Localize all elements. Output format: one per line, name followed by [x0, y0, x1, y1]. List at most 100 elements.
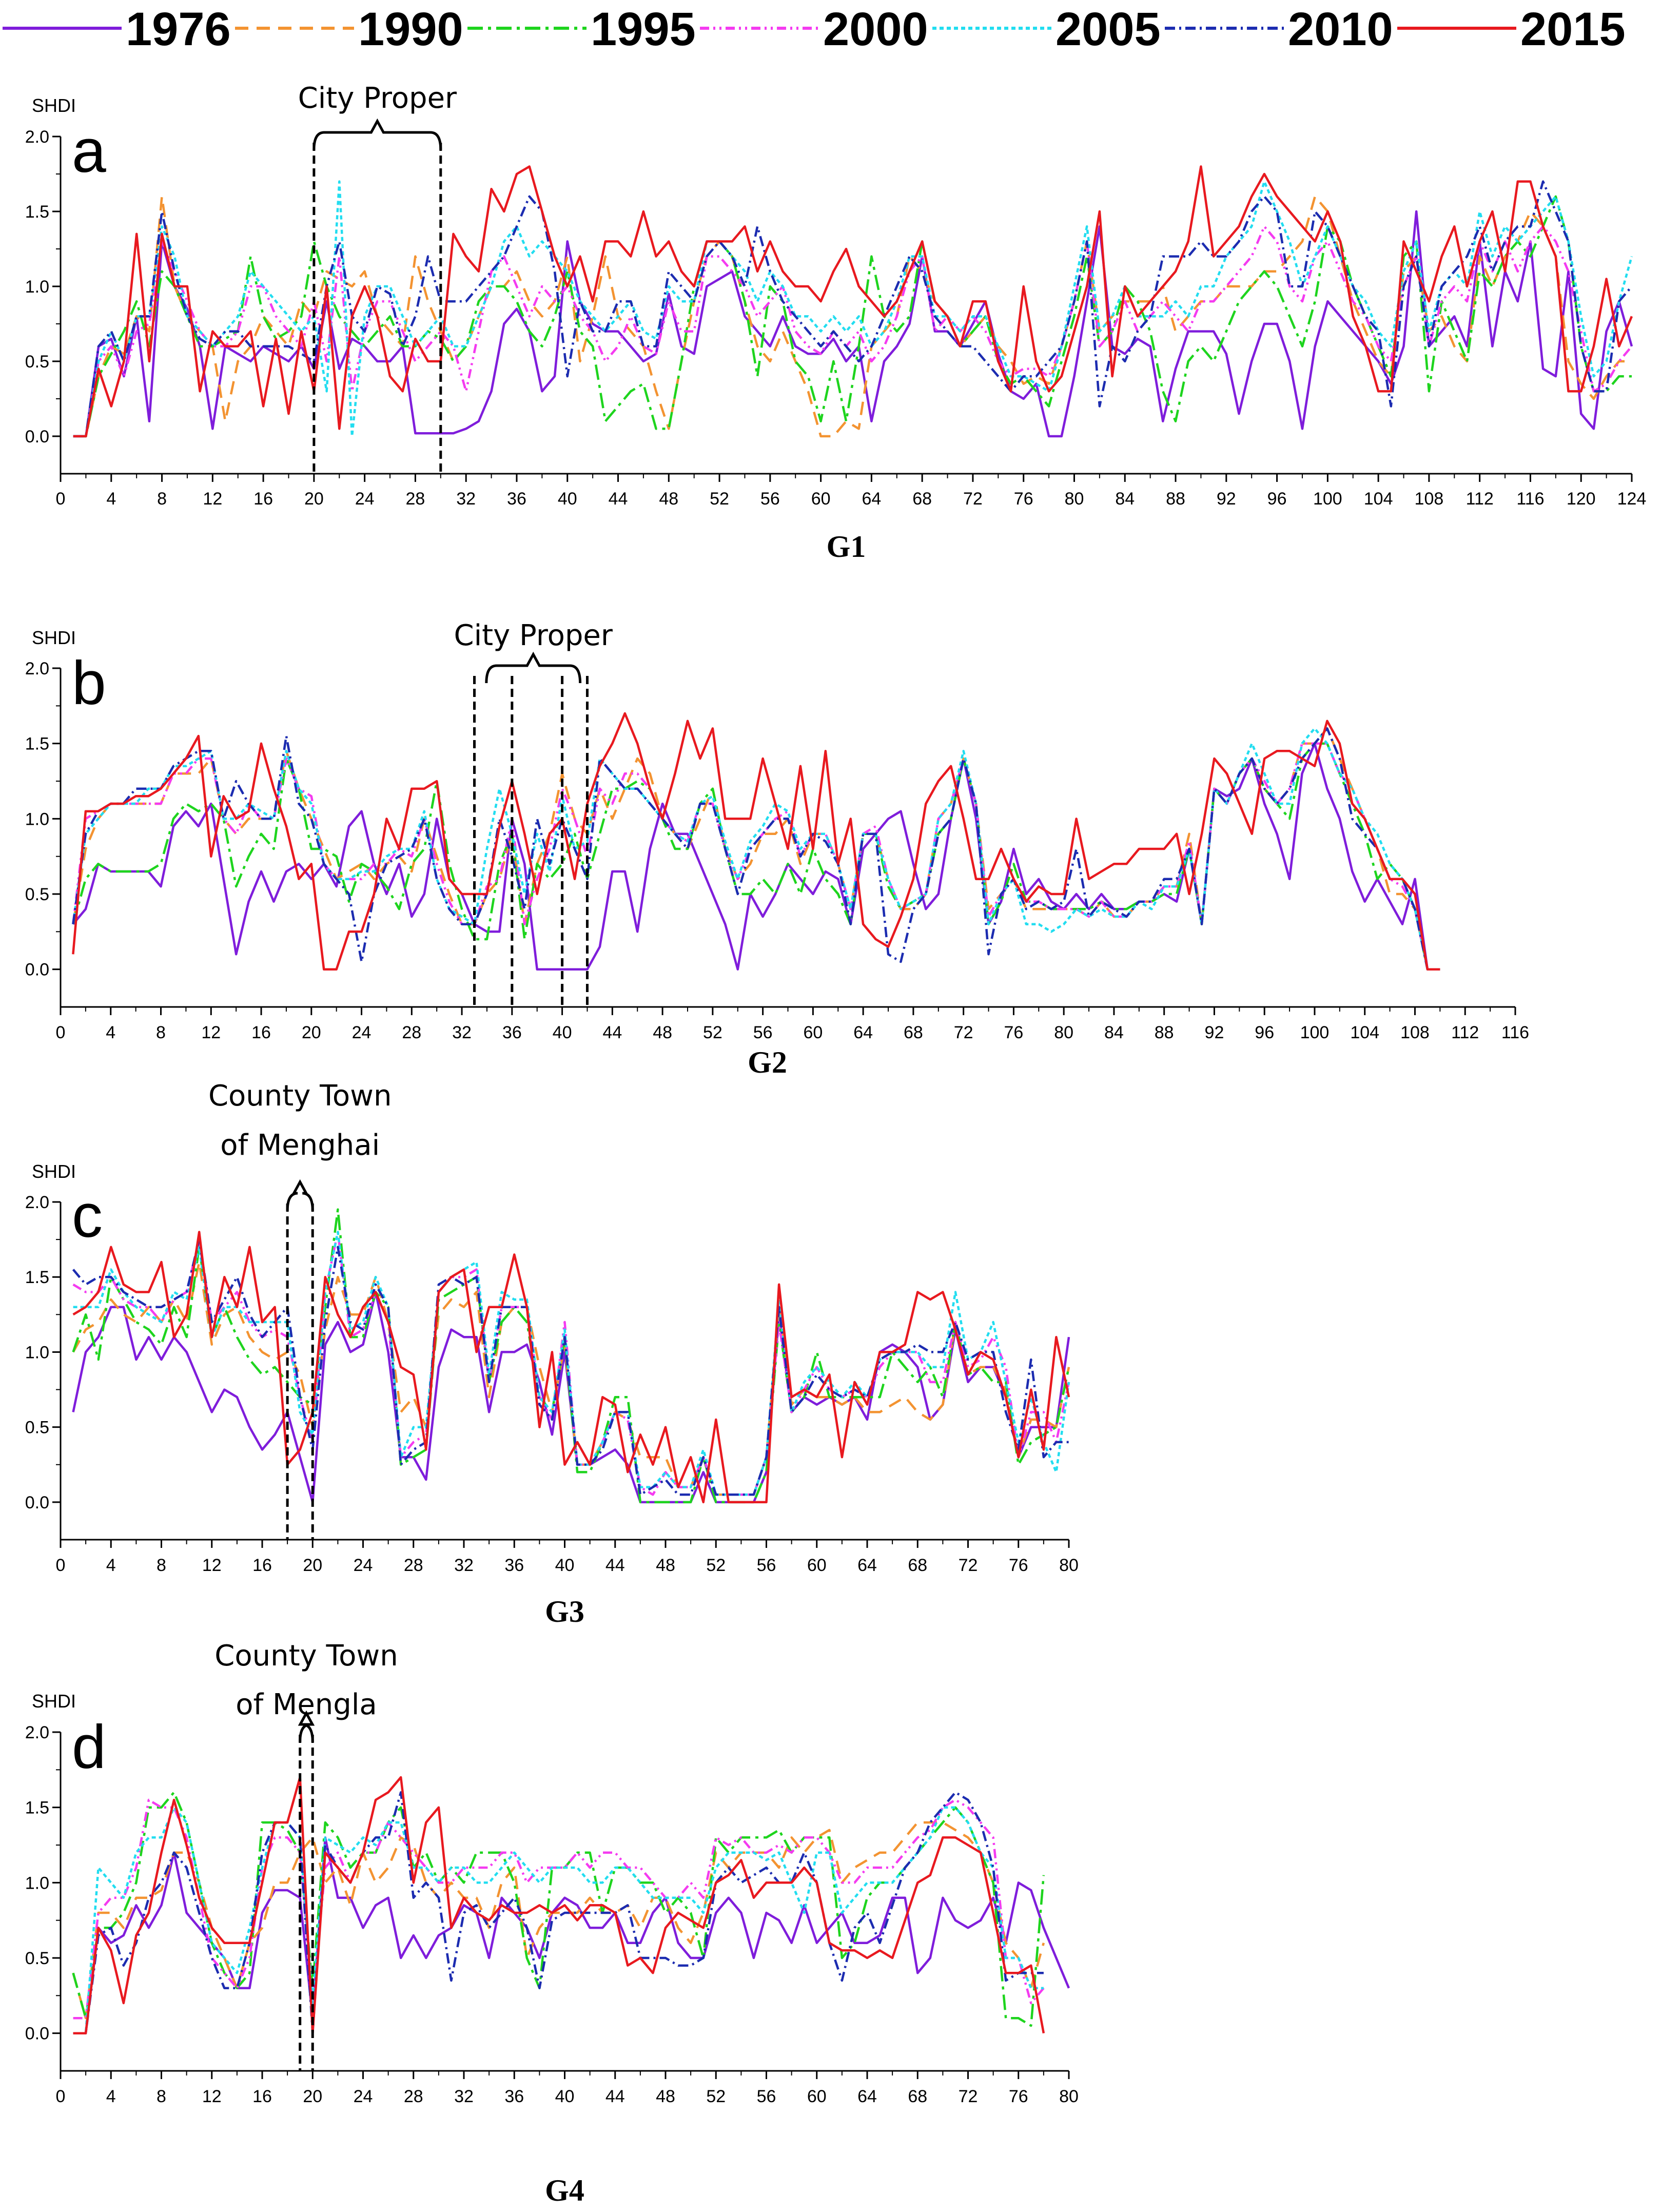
- x-tick-label: 32: [456, 489, 476, 509]
- legend: 1976 1990 1995 2000 2005 2010 2015: [3, 3, 1626, 55]
- x-tick-label: 48: [656, 2087, 675, 2106]
- panel-b: 0 4 8 12 16 20 24 28 32 36 40 44 48 52 56 60 64 68 72 76 80 8…: [25, 619, 1529, 1079]
- x-tick-label: 24: [354, 1556, 373, 1575]
- series-line-2005: [73, 180, 1633, 438]
- y-axis-label: SHDI: [32, 627, 76, 648]
- x-tick-label: 108: [1415, 489, 1444, 509]
- x-tick-label: 72: [954, 1023, 973, 1042]
- region-marker: City Proper: [298, 82, 457, 474]
- x-tick-label: 64: [853, 1023, 873, 1042]
- x-tick-label: 20: [304, 489, 324, 509]
- x-tick-label: 0: [56, 1556, 66, 1575]
- y-tick-label: 0.0: [25, 427, 49, 447]
- x-tick-label: 52: [706, 2087, 726, 2106]
- y-tick-label: 2.0: [25, 1723, 49, 1742]
- y-tick-label: 0.5: [25, 1418, 49, 1438]
- panel-title: G1: [827, 530, 866, 564]
- x-tick-label: 0: [56, 2087, 66, 2106]
- x-tick-label: 60: [807, 1556, 827, 1575]
- panel-letter: b: [72, 649, 106, 717]
- panel-d: 0 4 8 12 16 20 24 28 32 36 40 44 48 52 56 60 64 68 72 76 800…: [25, 1639, 1079, 2207]
- series-line-1995: [72, 1791, 1045, 2027]
- x-tick-label: 8: [156, 1023, 166, 1042]
- x-tick-label: 16: [251, 1023, 271, 1042]
- series-line-2010: [73, 180, 1633, 438]
- y-tick-label: 0.0: [25, 2024, 49, 2044]
- y-tick-label: 2.0: [25, 1193, 49, 1212]
- region-label: of Mengla: [236, 1688, 377, 1721]
- legend-label-1990: 1990: [358, 3, 463, 55]
- y-tick-label: 1.0: [25, 277, 49, 297]
- x-tick-label: 68: [912, 489, 932, 509]
- x-tick-label: 52: [703, 1023, 722, 1042]
- series-line-2000: [73, 1798, 1045, 2020]
- series-line-1976: [73, 1836, 1070, 2034]
- x-tick-label: 60: [803, 1023, 823, 1042]
- x-tick-label: 40: [555, 2087, 575, 2106]
- x-tick-label: 64: [857, 2087, 877, 2106]
- legend-item-2010: 2010: [1165, 3, 1393, 55]
- x-tick-label: 100: [1313, 489, 1342, 509]
- y-tick-label: 2.0: [25, 127, 49, 147]
- x-tick-label: 56: [753, 1023, 773, 1042]
- x-tick-label: 40: [558, 489, 577, 509]
- series-line-2005: [72, 727, 1440, 971]
- y-tick-label: 0.5: [25, 1949, 49, 1968]
- series-line-2015: [72, 1231, 1070, 1504]
- legend-label-2000: 2000: [823, 3, 928, 55]
- x-tick-label: 48: [659, 489, 678, 509]
- series-line-1995: [72, 742, 1440, 971]
- x-tick-label: 28: [406, 489, 425, 509]
- x-tick-label: 48: [653, 1023, 672, 1042]
- x-tick-label: 80: [1054, 1023, 1073, 1042]
- x-tick-label: 64: [857, 1556, 877, 1575]
- panel-letter: c: [72, 1181, 103, 1250]
- y-tick-label: 0.5: [25, 885, 49, 904]
- x-tick-label: 32: [454, 2087, 474, 2106]
- x-tick-label: 20: [302, 1023, 321, 1042]
- x-tick-label: 52: [706, 1556, 726, 1575]
- panel-letter: a: [72, 117, 106, 185]
- x-tick-label: 112: [1466, 489, 1494, 509]
- x-tick-label: 116: [1501, 1023, 1529, 1042]
- x-tick-label: 104: [1350, 1023, 1379, 1042]
- region-label: County Town: [208, 1079, 392, 1113]
- region-bracket: [286, 1179, 314, 1211]
- x-tick-label: 28: [404, 1556, 423, 1575]
- x-tick-label: 80: [1065, 489, 1084, 509]
- legend-label-2010: 2010: [1288, 3, 1393, 55]
- x-tick-label: 124: [1617, 489, 1647, 509]
- panel-title: G3: [545, 1595, 584, 1628]
- x-tick-label: 60: [807, 2087, 827, 2106]
- legend-item-1990: 1990: [235, 3, 463, 55]
- x-tick-label: 84: [1104, 1023, 1124, 1042]
- x-tick-label: 88: [1155, 1023, 1174, 1042]
- region-marker: City Proper: [454, 619, 613, 1007]
- legend-label-1976: 1976: [126, 3, 231, 55]
- y-tick-label: 1.0: [25, 1343, 49, 1362]
- x-tick-label: 24: [355, 489, 375, 509]
- panel-c: 0 4 8 12 16 20 24 28 32 36 40 44 48 52 56 60 64 68 72 76 800…: [25, 1079, 1079, 1628]
- x-tick-label: 72: [959, 2087, 978, 2106]
- x-tick-label: 108: [1400, 1023, 1430, 1042]
- region-label: City Proper: [298, 82, 457, 115]
- y-tick-label: 1.5: [25, 1798, 49, 1818]
- x-tick-label: 16: [253, 489, 273, 509]
- x-tick-label: 76: [1014, 489, 1033, 509]
- region-label: City Proper: [454, 619, 613, 652]
- legend-item-1995: 1995: [467, 3, 696, 55]
- x-tick-label: 4: [106, 1023, 115, 1042]
- x-tick-label: 56: [757, 2087, 776, 2106]
- panel-title: G4: [545, 2174, 584, 2207]
- y-tick-label: 1.5: [25, 202, 49, 222]
- x-tick-label: 48: [656, 1556, 675, 1575]
- panel-a: 0 4 8 12 16 20 24 28 32 36 40 44 48 52 56 60 64 68 72 76 80 8…: [25, 82, 1647, 564]
- region-bracket: [312, 118, 442, 150]
- region-marker: County Town of Mengla: [214, 1639, 398, 2071]
- x-tick-label: 104: [1364, 489, 1393, 509]
- legend-item-2015: 2015: [1397, 3, 1626, 55]
- legend-label-1995: 1995: [591, 3, 696, 55]
- x-tick-label: 28: [402, 1023, 421, 1042]
- y-axis-label: SHDI: [32, 1161, 76, 1182]
- x-tick-label: 92: [1217, 489, 1236, 509]
